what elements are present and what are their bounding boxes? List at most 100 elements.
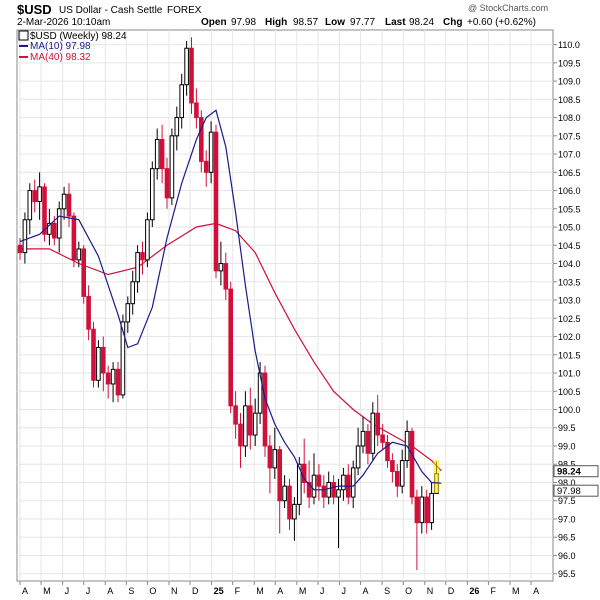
candle-body — [375, 412, 380, 436]
x-tick-label: D — [448, 586, 455, 596]
y-tick-label: 96.0 — [558, 551, 576, 561]
y-tick-label: 110.0 — [558, 40, 580, 50]
x-tick-label: M — [43, 586, 51, 596]
x-tick-label: A — [363, 586, 369, 596]
low-label: Low — [325, 17, 345, 28]
x-tick-label: J — [341, 586, 346, 596]
candle-body — [66, 193, 72, 217]
price-tag-box — [553, 484, 599, 497]
legend-ma40: MA(40) 98.32 — [30, 52, 91, 63]
candle-body — [390, 460, 395, 473]
candle-body — [110, 368, 116, 385]
x-tick-label: M — [512, 586, 520, 596]
y-tick-label: 99.0 — [558, 441, 576, 451]
y-tick-label: 108.5 — [558, 95, 581, 105]
candle-body — [101, 346, 106, 374]
x-tick-label: S — [128, 586, 134, 596]
x-tick-label: F — [235, 586, 241, 596]
candle-body — [91, 328, 96, 381]
x-tick-label: J — [320, 586, 325, 596]
y-tick-label: 109.5 — [558, 58, 581, 68]
candle-body — [360, 430, 366, 447]
candle-body — [243, 405, 248, 447]
last-label: Last — [385, 17, 406, 28]
y-tick-label: 96.5 — [558, 533, 576, 543]
candles-layer — [17, 37, 440, 571]
y-tick-label: 98.5 — [558, 460, 576, 470]
open-label: Open — [201, 17, 227, 28]
candle-body — [331, 481, 336, 498]
x-tick-label: 26 — [469, 586, 479, 596]
y-axis: 95.5 96.0 96.5 97.0 97.5 98.0 98.5 99.0 99.5 100.… — [553, 40, 581, 579]
candle-body — [380, 434, 385, 443]
candle-body — [238, 423, 243, 447]
candle-body — [409, 430, 415, 498]
x-tick-label: M — [256, 586, 264, 596]
legend-ma10: MA(10) 97.98 — [30, 41, 91, 52]
ma10-layer — [19, 109, 442, 491]
x-tick-label: A — [107, 586, 113, 596]
x-tick-label: O — [405, 586, 412, 596]
candle-body — [424, 496, 429, 524]
x-tick-label: D — [192, 586, 199, 596]
candle-body — [71, 215, 77, 261]
high-label: High — [265, 17, 287, 28]
candle-body — [429, 492, 434, 524]
y-tick-label: 103.0 — [558, 296, 581, 306]
y-tick-label: 99.5 — [558, 423, 576, 433]
x-tick-label: N — [171, 586, 178, 596]
candle-body — [61, 193, 67, 210]
candle-body — [96, 346, 101, 381]
candle-body — [277, 449, 282, 502]
high-value: 98.57 — [293, 17, 318, 28]
candle-body — [399, 460, 405, 487]
y-tick-label: 105.0 — [558, 223, 581, 233]
y-tick-label: 100.0 — [558, 405, 581, 415]
candle-body — [365, 430, 371, 454]
candle-body — [267, 445, 273, 469]
x-tick-label: F — [490, 586, 496, 596]
chg-value: +0.60 (+0.62%) — [467, 17, 536, 28]
x-tick-label: O — [149, 586, 156, 596]
candle-body — [115, 368, 121, 396]
y-tick-label: 107.0 — [558, 150, 581, 160]
candle-body — [105, 372, 111, 385]
candle-body — [385, 441, 390, 462]
candle-body — [287, 485, 292, 520]
candle-body — [326, 481, 331, 498]
ma40-layer — [20, 222, 442, 472]
candle-body — [395, 471, 400, 487]
price-tag-label: 97.98 — [557, 486, 581, 497]
candle-body — [47, 222, 52, 235]
candle-body — [194, 102, 199, 119]
candle-body — [228, 288, 233, 407]
candle-body — [311, 474, 317, 498]
candle-body — [262, 372, 268, 447]
candle-body — [120, 321, 126, 396]
candle-body — [184, 47, 189, 86]
legend: $USD (Weekly) 98.24 MA(10) 97.98 MA(40) … — [18, 30, 127, 63]
y-tick-label: 101.0 — [558, 369, 581, 379]
price-tag-box — [553, 465, 599, 478]
x-tick-label: J — [65, 586, 70, 596]
y-tick-label: 104.5 — [558, 241, 581, 251]
candle-body — [56, 208, 62, 239]
x-tick-label: J — [86, 586, 91, 596]
last-value: 98.24 — [409, 17, 434, 28]
candle-body — [17, 244, 23, 254]
y-tick-label: 104.0 — [558, 259, 581, 269]
y-tick-label: 109.0 — [558, 77, 581, 87]
candle-body — [306, 481, 312, 498]
candle-body — [189, 47, 194, 104]
candle-body — [86, 295, 91, 330]
candle-body — [135, 252, 140, 283]
watermark: @ StockCharts.com — [468, 3, 548, 13]
y-tick-label: 107.5 — [558, 131, 581, 141]
candle-body — [22, 219, 28, 254]
candle-body — [174, 117, 180, 137]
price-tag-label: 98.24 — [557, 467, 581, 478]
x-tick-label: M — [299, 586, 307, 596]
candle-body — [223, 263, 229, 290]
candle-body — [233, 405, 238, 425]
